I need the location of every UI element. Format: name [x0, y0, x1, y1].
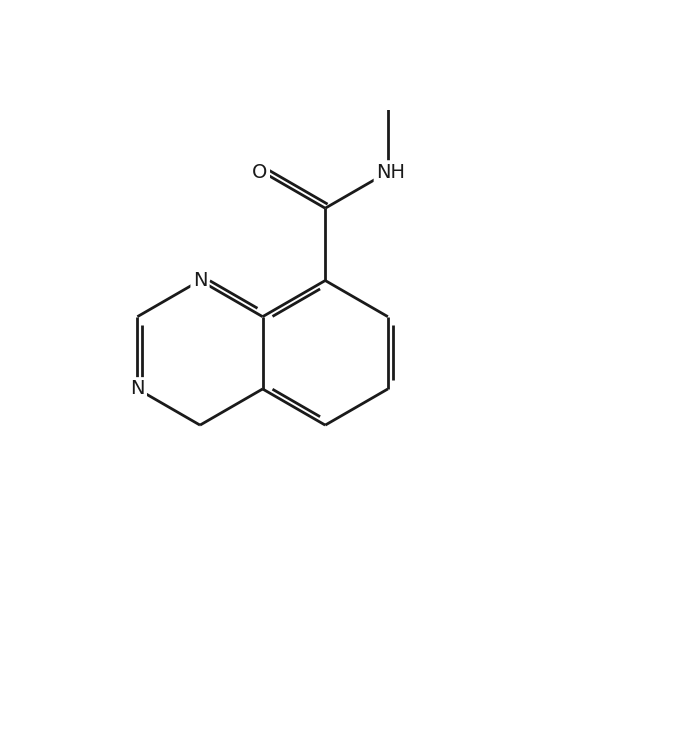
Text: N: N	[193, 271, 208, 290]
Text: NH: NH	[376, 163, 405, 182]
Text: N: N	[130, 380, 145, 398]
Text: O: O	[252, 163, 268, 182]
